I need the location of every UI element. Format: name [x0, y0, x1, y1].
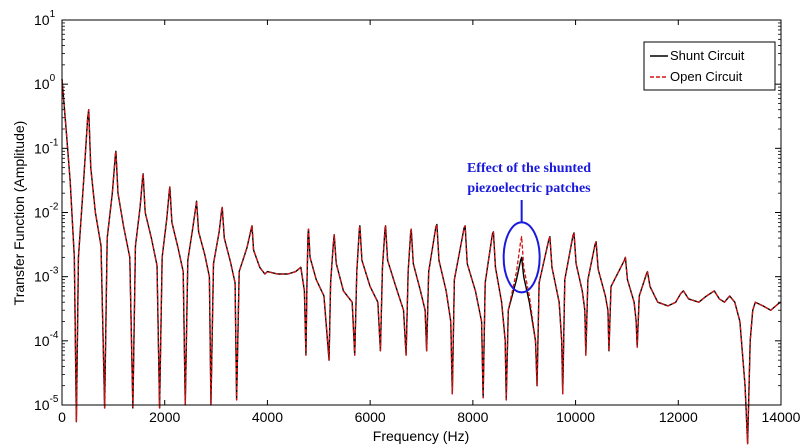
y-tick-label: 10-2	[34, 202, 59, 221]
x-tick-label: 6000	[355, 409, 386, 425]
x-tick-label: 2000	[149, 409, 180, 425]
annotation-ellipse	[502, 221, 541, 294]
y-tick-label: 10-4	[34, 330, 59, 349]
x-tick-label: 4000	[252, 409, 283, 425]
annotation-line-2: piezoelectric patches	[467, 181, 591, 196]
legend-label-open: Open Circuit	[670, 69, 743, 84]
annotation: Effect of the shunted piezoelectric patc…	[467, 161, 591, 294]
y-tick-label: 100	[34, 73, 56, 92]
x-tick-label: 12000	[659, 409, 698, 425]
x-tick-label: 10000	[556, 409, 595, 425]
y-tick-label: 101	[34, 9, 56, 28]
x-tick-label: 8000	[457, 409, 488, 425]
x-tick-label: 0	[58, 409, 66, 425]
y-tick-label: 10-5	[34, 394, 59, 413]
legend-label-shunt: Shunt Circuit	[670, 48, 745, 63]
y-tick-label: 10-1	[34, 137, 59, 156]
x-tick-label: 14000	[762, 409, 801, 425]
series-line-open-circuit	[61, 79, 782, 445]
annotation-line-1: Effect of the shunted	[467, 161, 591, 176]
series-layer	[61, 79, 782, 445]
y-tick-label: 10-3	[34, 266, 59, 285]
plot-frame	[61, 19, 782, 406]
legend: Shunt Circuit Open Circuit	[643, 41, 776, 91]
x-axis-label: Frequency (Hz)	[373, 428, 469, 444]
y-axis-label: Transfer Function (Amplitude)	[11, 121, 27, 306]
legend-box	[643, 41, 776, 91]
